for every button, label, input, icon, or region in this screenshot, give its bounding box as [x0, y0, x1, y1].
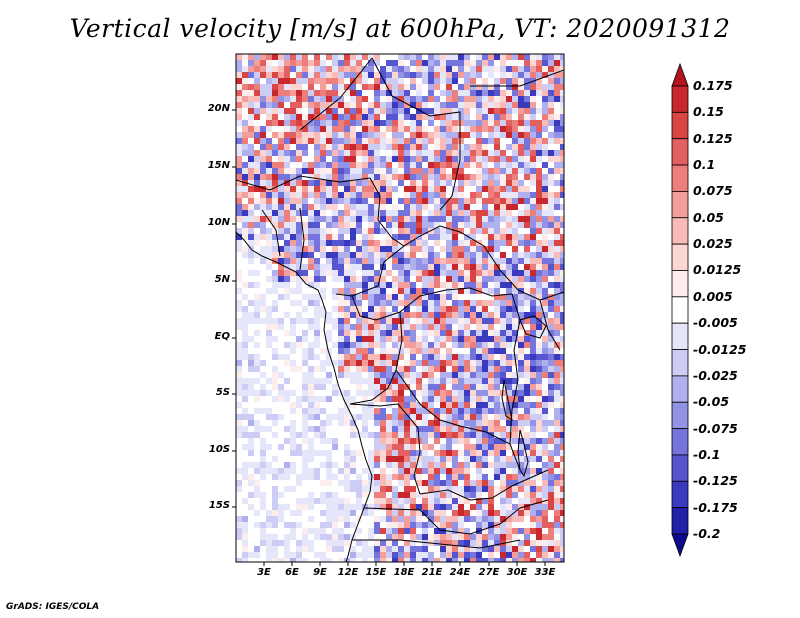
coastline	[236, 231, 373, 562]
colorbar-label: 0.075	[693, 183, 733, 199]
grads-credit: GrADS: IGES/COLA	[6, 602, 100, 612]
colorbar	[671, 62, 689, 558]
colorbar-swatch	[671, 322, 689, 350]
colorbar-swatch	[671, 428, 689, 456]
colorbar-swatch	[671, 138, 689, 166]
lat-tick-label: EQ	[214, 331, 230, 342]
colorbar-swatch	[671, 111, 689, 140]
lat-tick-label: 5N	[214, 274, 230, 285]
colorbar-label: 0.175	[693, 78, 733, 93]
lon-tick-label: 30E	[506, 567, 528, 578]
colorbar-swatch	[671, 375, 689, 403]
colorbar-label: 0.0125	[693, 262, 742, 278]
lake-outline	[519, 315, 547, 339]
colorbar-label: -0.075	[693, 420, 738, 436]
border-line	[377, 219, 564, 301]
lon-tick-label: 21E	[421, 567, 443, 578]
border-line	[371, 57, 461, 211]
lat-tick-label: 15N	[207, 160, 230, 171]
lon-tick-label: 6E	[285, 567, 299, 578]
border-line	[351, 287, 513, 321]
vertical-velocity-field	[236, 54, 564, 562]
border-line	[539, 299, 561, 351]
border-line	[363, 499, 549, 535]
colorbar-swatch	[671, 454, 689, 482]
colorbar-swatch	[671, 85, 689, 113]
colorbar-swatch	[671, 191, 689, 219]
lat-tick-label: 15S	[208, 500, 230, 511]
colorbar-label: -0.175	[693, 499, 738, 515]
colorbar-label: -0.025	[693, 367, 738, 383]
lon-tick-label: 12E	[337, 567, 359, 578]
colorbar-swatch	[671, 480, 689, 509]
colorbar-swatch	[671, 164, 689, 192]
border-line	[335, 245, 405, 297]
lon-tick-label: 33E	[534, 567, 556, 578]
lake-outline	[517, 429, 529, 478]
lon-tick-label: 15E	[365, 567, 387, 578]
colorbar-swatch	[671, 270, 689, 298]
colorbar-label: 0.15	[693, 104, 724, 120]
colorbar-label: 0.025	[693, 236, 733, 252]
border-line	[236, 175, 381, 221]
lon-tick-label: 9E	[313, 567, 327, 578]
lake-outline	[501, 379, 513, 422]
lon-tick-label: 18E	[393, 567, 415, 578]
country-borders	[236, 57, 564, 562]
lon-tick-label: 24E	[449, 567, 471, 578]
border-line	[509, 293, 521, 445]
colorbar-swatch	[671, 217, 689, 245]
lat-tick-label: 10N	[207, 217, 230, 228]
colorbar-label: 0.005	[693, 288, 733, 304]
colorbar-swatch	[671, 296, 689, 324]
colorbar-label: 0.1	[693, 157, 716, 173]
lon-tick-label: 27E	[478, 567, 500, 578]
border-line	[299, 57, 373, 131]
colorbar-label: -0.0125	[693, 341, 747, 357]
map-frame	[235, 53, 565, 563]
border-line	[349, 403, 421, 495]
colorbar-label: -0.05	[693, 394, 730, 410]
colorbar-max-arrow	[671, 62, 689, 87]
border-line	[470, 69, 564, 87]
lat-tick-label: 20N	[207, 103, 230, 114]
border-line	[349, 311, 403, 405]
colorbar-label: -0.2	[693, 526, 721, 541]
colorbar-min-arrow	[671, 533, 689, 558]
lon-tick-label: 3E	[257, 567, 271, 578]
lat-tick-label: 10S	[208, 444, 230, 455]
lat-tick-label: 5S	[215, 387, 230, 398]
colorbar-swatch	[671, 349, 689, 377]
border-line	[352, 539, 521, 549]
border-line	[419, 469, 549, 501]
colorbar-label: 0.05	[693, 209, 724, 225]
axis-ticks	[232, 109, 546, 566]
border-line	[261, 209, 281, 257]
map-title: Vertical velocity [m/s] at 600hPa, VT: 2…	[69, 14, 731, 43]
colorbar-swatch	[671, 401, 689, 429]
colorbar-swatch	[671, 243, 689, 271]
colorbar-swatch	[671, 507, 689, 535]
colorbar-label: -0.125	[693, 473, 738, 489]
border-line	[299, 207, 305, 271]
colorbar-label: 0.125	[693, 130, 733, 146]
colorbar-label: -0.005	[693, 315, 738, 331]
colorbar-label: -0.1	[693, 446, 721, 462]
